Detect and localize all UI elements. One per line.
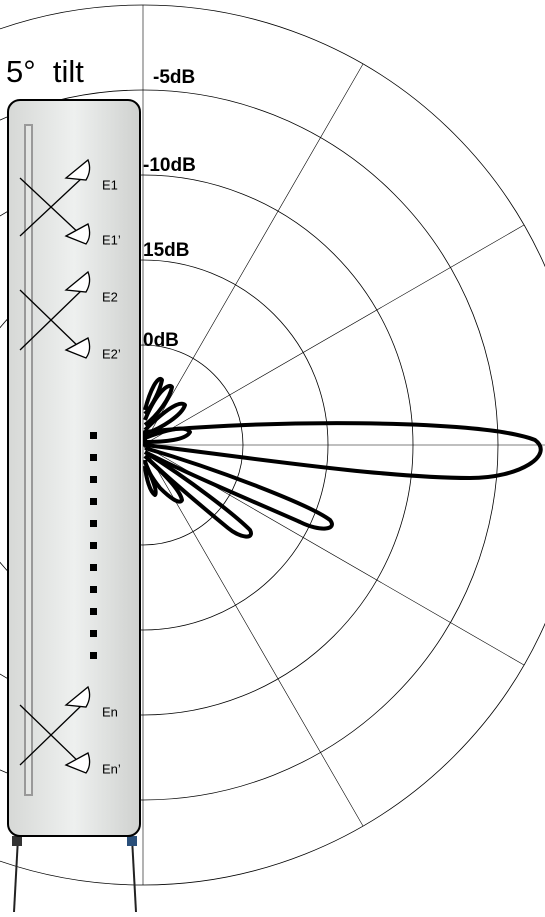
polar-grid <box>0 4 545 886</box>
title: 5° tilt <box>6 54 84 89</box>
dot <box>90 630 97 637</box>
element-label: E2 <box>102 289 118 304</box>
spoke <box>142 63 364 446</box>
element-label: E2’ <box>102 346 121 361</box>
side-lobe <box>143 461 158 497</box>
side-lobe <box>143 377 164 416</box>
dot <box>90 586 97 593</box>
cable <box>13 837 19 913</box>
connector <box>127 836 137 846</box>
element-label: En <box>102 704 118 719</box>
element <box>64 685 91 708</box>
side-lobe <box>143 450 253 539</box>
element-pair <box>19 685 91 774</box>
side-lobe <box>144 426 192 444</box>
dot <box>90 564 97 571</box>
element-label: E1’ <box>102 232 121 247</box>
element <box>64 270 91 293</box>
dot <box>90 542 97 549</box>
cable <box>131 837 137 913</box>
spoke <box>142 224 525 446</box>
side-lobe <box>143 401 187 436</box>
ring-label: 15dB <box>143 240 189 261</box>
element-pair <box>19 270 91 359</box>
antenna-rail <box>24 124 33 796</box>
dot <box>90 476 97 483</box>
ring-label: -5dB <box>153 67 195 88</box>
element <box>64 223 91 245</box>
antenna-body <box>7 99 141 837</box>
ring-label: -10dB <box>143 155 196 176</box>
x-line <box>19 177 83 237</box>
x-line <box>19 704 83 766</box>
dot <box>90 454 97 461</box>
ring-label: 0dB <box>143 330 179 351</box>
dot <box>90 498 97 505</box>
element <box>64 752 91 774</box>
spoke <box>142 444 364 827</box>
element <box>64 158 91 181</box>
element <box>64 337 91 359</box>
side-lobe <box>144 446 334 531</box>
connector <box>12 836 22 846</box>
ellipsis-dots <box>90 432 97 659</box>
element-label: En’ <box>102 761 121 776</box>
main-lobe <box>143 421 543 480</box>
element-pair <box>19 158 91 245</box>
x-line <box>19 289 83 351</box>
dot <box>90 432 97 439</box>
element-label: E1 <box>102 177 118 192</box>
dot <box>90 652 97 659</box>
radiation-pattern <box>143 377 543 539</box>
dot <box>90 520 97 527</box>
dot <box>90 608 97 615</box>
antenna: E1 E1’ E2 E2’ En En’ <box>7 99 141 913</box>
